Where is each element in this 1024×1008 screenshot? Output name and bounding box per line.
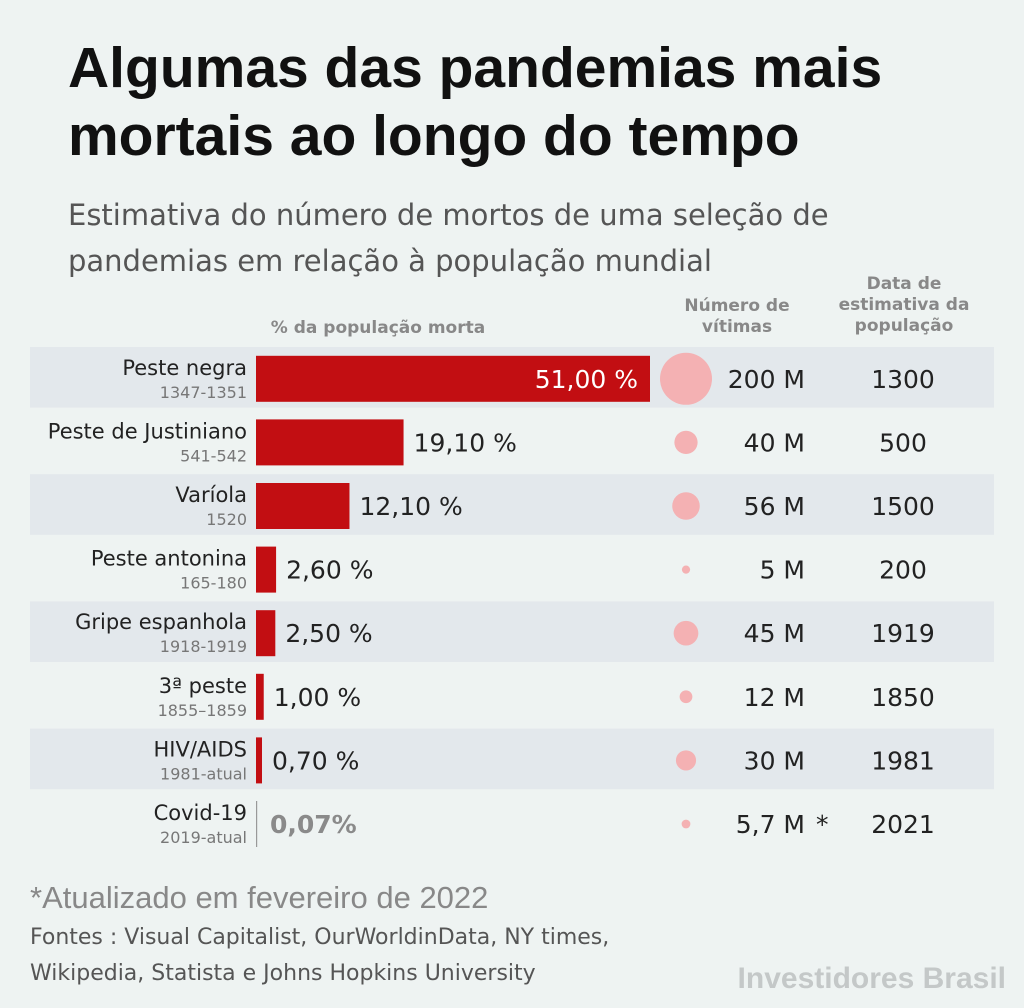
- bar: [256, 419, 404, 466]
- population-year-label: 2021: [871, 810, 935, 839]
- value-label: 0,07%: [270, 810, 357, 839]
- category-label: Varíola: [175, 483, 247, 507]
- category-label: Covid-19: [154, 801, 247, 825]
- period-label: 165-180: [180, 574, 247, 593]
- row-band: [30, 474, 994, 535]
- period-label: 1981-atual: [160, 764, 247, 783]
- footnote: *Atualizado em fevereiro de 2022: [30, 880, 489, 915]
- bar: [256, 483, 350, 529]
- sources-text: Fontes : Visual Capitalist, OurWorldinDa…: [30, 925, 610, 986]
- victims-bubble: [674, 430, 698, 455]
- category-label: Peste de Justiniano: [48, 419, 247, 443]
- value-label: 0,70 %: [272, 746, 359, 775]
- category-label: Gripe espanhola: [75, 610, 247, 634]
- value-label: 2,60 %: [286, 556, 373, 585]
- victims-label: 200 M: [728, 365, 805, 394]
- pandemic-chart: Peste negra 1347-1351 51,00 % 200 M 1300 Pest…: [30, 347, 994, 847]
- population-year-label: 1850: [871, 683, 935, 712]
- victims-bubble: [675, 750, 697, 771]
- bar: [256, 737, 262, 784]
- value-label: 2,50 %: [285, 619, 372, 648]
- population-year-label: 200: [879, 556, 927, 585]
- victims-bubble: [672, 492, 700, 520]
- population-year-label: 1300: [871, 365, 935, 394]
- category-label: HIV/AIDS: [154, 737, 248, 761]
- victims-label: 5 M: [760, 556, 805, 585]
- column-header-date: Data de estimativa da população: [838, 274, 970, 336]
- victims-label: 12 M: [744, 683, 805, 712]
- column-header-victims: Número de vítimas: [684, 296, 790, 337]
- victims-asterisk: *: [816, 810, 829, 839]
- victims-label: 56 M: [744, 492, 805, 521]
- value-label: 1,00 %: [274, 683, 361, 712]
- category-label: 3ª peste: [159, 674, 247, 698]
- chart-title: Algumas das pandemias mais mortais ao lo…: [68, 36, 883, 168]
- row-band: [30, 601, 994, 662]
- bar: [256, 355, 650, 402]
- victims-bubble: [673, 620, 699, 646]
- population-year-label: 1981: [871, 746, 935, 775]
- bar: [256, 546, 277, 593]
- value-label: 51,00 %: [535, 365, 638, 394]
- brand-watermark: Investidores Brasil: [737, 962, 1006, 995]
- victims-bubble: [660, 352, 712, 405]
- row-band: [30, 728, 994, 790]
- period-label: 1520: [206, 510, 247, 529]
- category-label: Peste negra: [122, 356, 247, 380]
- victims-label: 5,7 M: [736, 810, 805, 839]
- chart-subtitle: Estimativa do número de mortos de uma se…: [68, 198, 829, 278]
- column-header-percent: % da população morta: [270, 318, 486, 338]
- value-label: 12,10 %: [359, 492, 462, 521]
- victims-label: 40 M: [744, 428, 805, 457]
- population-year-label: 1500: [871, 492, 935, 521]
- population-year-label: 1919: [871, 619, 935, 648]
- victims-bubble: [679, 690, 693, 704]
- bar: [256, 610, 276, 657]
- victims-bubble: [681, 819, 691, 829]
- category-label: Peste antonina: [91, 547, 247, 571]
- population-year-label: 500: [879, 428, 927, 457]
- bar: [256, 673, 264, 720]
- period-label: 2019-atual: [160, 828, 247, 847]
- period-label: 1918-1919: [160, 637, 247, 656]
- bar: [256, 801, 258, 847]
- period-label: 1347-1351: [160, 383, 247, 402]
- period-label: 541-542: [180, 446, 247, 465]
- value-label: 19,10 %: [414, 428, 517, 457]
- victims-label: 45 M: [744, 619, 805, 648]
- period-label: 1855–1859: [158, 701, 247, 720]
- victims-bubble: [681, 565, 691, 574]
- victims-label: 30 M: [744, 746, 805, 775]
